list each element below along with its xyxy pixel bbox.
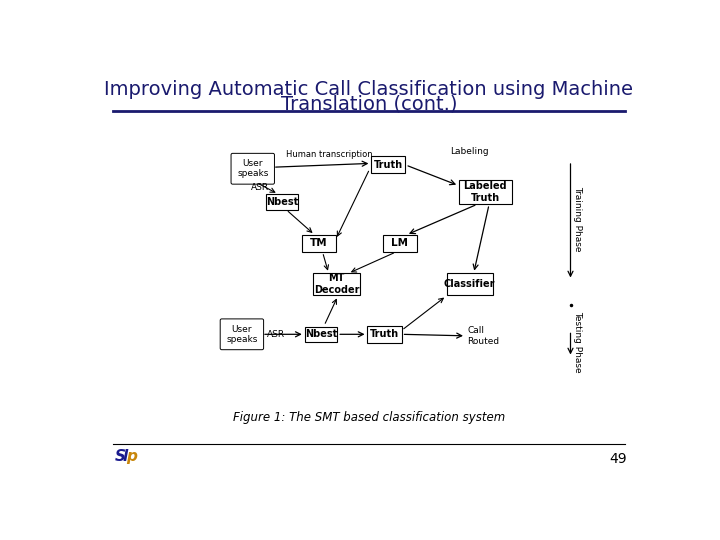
Text: User
speaks: User speaks: [237, 159, 269, 178]
Text: l: l: [122, 449, 128, 464]
FancyBboxPatch shape: [446, 273, 493, 295]
Text: Training Phase: Training Phase: [573, 186, 582, 252]
Text: Nbest: Nbest: [266, 197, 298, 207]
FancyBboxPatch shape: [266, 194, 299, 210]
Text: Improving Automatic Call Classification using Machine: Improving Automatic Call Classification …: [104, 80, 634, 99]
Text: 49: 49: [609, 452, 627, 466]
Text: Truth: Truth: [374, 160, 403, 170]
Text: Call
Routed: Call Routed: [467, 326, 500, 346]
FancyBboxPatch shape: [305, 327, 337, 342]
Text: Labeling: Labeling: [451, 147, 489, 156]
Text: ASR: ASR: [251, 183, 269, 192]
Text: ASR: ASR: [266, 330, 285, 339]
Text: Nbest: Nbest: [305, 329, 337, 339]
Text: Truth: Truth: [370, 329, 399, 339]
Text: Figure 1: The SMT based classification system: Figure 1: The SMT based classification s…: [233, 411, 505, 424]
FancyBboxPatch shape: [372, 157, 405, 173]
Text: Labeled
Truth: Labeled Truth: [464, 181, 507, 202]
FancyBboxPatch shape: [302, 235, 336, 252]
Text: MT
Decoder: MT Decoder: [314, 273, 359, 295]
Text: p: p: [127, 449, 138, 464]
Text: S: S: [114, 449, 126, 464]
Text: TM: TM: [310, 239, 328, 248]
Text: Classifier: Classifier: [444, 279, 495, 289]
FancyBboxPatch shape: [313, 273, 360, 295]
Text: LM: LM: [392, 239, 408, 248]
Text: Translation (cont.): Translation (cont.): [281, 94, 457, 113]
FancyBboxPatch shape: [367, 326, 402, 343]
FancyBboxPatch shape: [220, 319, 264, 350]
FancyBboxPatch shape: [459, 179, 512, 204]
Text: User
speaks: User speaks: [226, 325, 258, 344]
FancyBboxPatch shape: [383, 235, 417, 252]
Text: Human transcription: Human transcription: [286, 150, 373, 159]
Text: Testing Phase: Testing Phase: [573, 311, 582, 373]
FancyBboxPatch shape: [231, 153, 274, 184]
